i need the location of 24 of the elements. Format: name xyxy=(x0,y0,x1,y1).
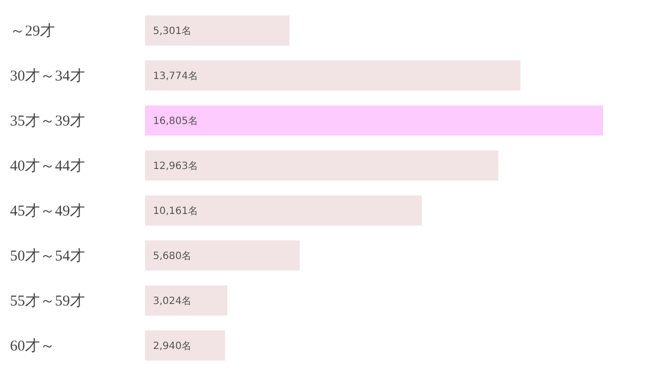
bar xyxy=(145,150,498,181)
data-label: 3,024名 xyxy=(153,295,192,307)
bar xyxy=(145,285,228,316)
bar xyxy=(145,240,300,271)
y-tick-label: 30才～34才 xyxy=(10,67,85,84)
bar xyxy=(145,330,226,361)
y-tick-label: 35才～39才 xyxy=(10,112,85,130)
data-label: 5,680名 xyxy=(153,250,192,262)
y-tick-label: 60才～ xyxy=(10,337,55,354)
data-label: 5,301名 xyxy=(153,25,192,37)
bar xyxy=(145,60,520,91)
bar xyxy=(145,195,422,226)
data-label: 12,963名 xyxy=(153,160,198,172)
data-label: 2,940名 xyxy=(153,340,192,352)
y-tick-label: 45才～49才 xyxy=(10,202,85,220)
y-tick-label: 55才～59才 xyxy=(10,292,85,310)
data-label: 16,805名 xyxy=(153,115,198,127)
bar xyxy=(145,105,603,136)
bar xyxy=(145,15,290,46)
data-label: 10,161名 xyxy=(153,205,198,217)
y-tick-label: 50才～54才 xyxy=(10,247,85,264)
y-tick-label: 40才～44才 xyxy=(10,157,85,174)
data-label: 13,774名 xyxy=(153,70,198,82)
y-tick-label: ～29才 xyxy=(10,22,55,40)
